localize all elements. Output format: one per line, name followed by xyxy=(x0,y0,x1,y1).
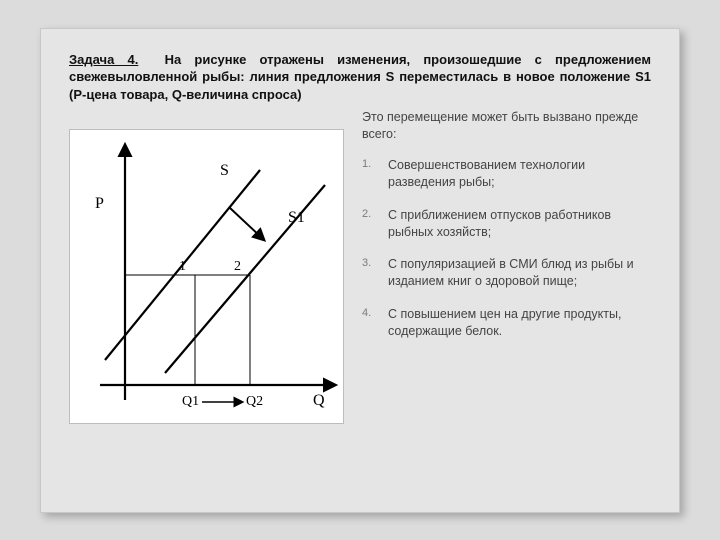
task-text xyxy=(151,52,164,67)
body-row: P Q S S1 Q1 Q2 1 2 Это перемещение может… xyxy=(69,109,651,424)
list-item: С популяризацией в СМИ блюд из рыбы и из… xyxy=(362,256,651,290)
list-item: С приближением отпусков работников рыбны… xyxy=(362,207,651,241)
supply-shift-chart: P Q S S1 Q1 Q2 1 2 xyxy=(69,129,344,424)
shift-arrow-icon xyxy=(230,208,262,238)
list-item: С повышением цен на другие продукты, сод… xyxy=(362,306,651,340)
intro-text: Это перемещение может быть вызвано прежд… xyxy=(362,109,651,143)
list-item: Совершенствованием технологии разведения… xyxy=(362,157,651,191)
p-axis-label: P xyxy=(95,195,104,212)
task-label: Задача 4. xyxy=(69,52,138,67)
point2-label: 2 xyxy=(234,259,241,274)
task-title: Задача 4. На рисунке отражены изменения,… xyxy=(69,51,651,104)
s-label: S xyxy=(220,162,229,179)
options-list: Совершенствованием технологии разведения… xyxy=(362,157,651,340)
point1-label: 1 xyxy=(179,259,186,274)
slide-card: Задача 4. На рисунке отражены изменения,… xyxy=(40,28,680,513)
q1-label: Q1 xyxy=(182,394,199,409)
s1-label: S1 xyxy=(288,209,305,226)
right-column: Это перемещение может быть вызвано прежд… xyxy=(362,109,651,424)
q2-label: Q2 xyxy=(246,394,263,409)
q-axis-label: Q xyxy=(313,392,325,409)
